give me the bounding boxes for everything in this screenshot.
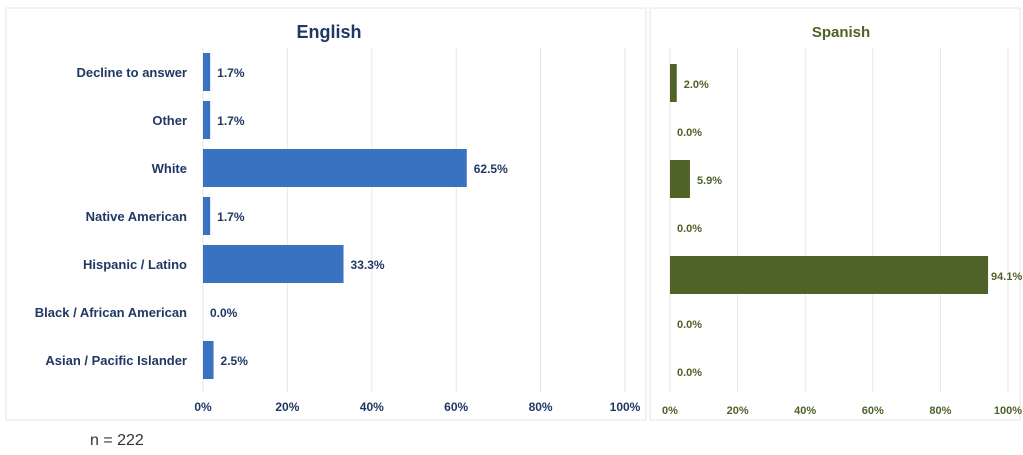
english-x-axis-ticks: 0% 20% 40% 60% 80% 100% [194,400,640,414]
spanish-data-label: 5.9% [697,175,722,187]
spanish-data-label: 0.0% [677,367,702,379]
english-category-label: Native American [86,209,187,224]
spanish-bar [670,64,677,102]
english-data-label: 0.0% [210,306,238,320]
spanish-x-tick-label: 80% [929,405,951,417]
english-x-tick-label: 40% [360,400,384,414]
english-data-label: 1.7% [217,66,245,80]
spanish-data-label: 2.0% [684,79,709,91]
spanish-gridlines [669,48,1009,392]
english-category-labels: Decline to answer Other White Native Americ… [35,65,187,368]
spanish-panel [649,7,1021,421]
spanish-x-axis-ticks: 0% 20% 40% 60% 80% 100% [662,405,1022,417]
english-bars [203,53,467,379]
english-data-label: 62.5% [474,162,508,176]
english-bar [203,149,467,187]
english-x-tick-label: 0% [194,400,212,414]
spanish-x-tick-label: 100% [994,405,1022,417]
spanish-x-tick-label: 0% [662,405,678,417]
english-data-labels: 1.7% 1.7% 62.5% 1.7% 33.3% 0.0% 2.5% [210,66,508,368]
spanish-x-tick-label: 40% [794,405,816,417]
spanish-data-label: 0.0% [677,223,702,235]
english-bar [203,197,211,235]
spanish-bars [670,64,989,294]
english-x-tick-label: 80% [529,400,553,414]
spanish-data-label: 0.0% [677,127,702,139]
english-data-label: 1.7% [217,210,245,224]
spanish-data-label: 0.0% [677,319,702,331]
english-category-label: Other [152,113,187,128]
english-category-label: Hispanic / Latino [83,257,187,272]
spanish-bar [670,256,989,294]
spanish-data-label: 94.1% [991,271,1022,283]
english-data-label: 1.7% [217,114,245,128]
english-category-label: Black / African American [35,305,187,320]
spanish-data-labels: 2.0% 0.0% 5.9% 0.0% 94.1% 0.0% 0.0% [677,79,1022,379]
spanish-chart-title: Spanish [812,24,870,41]
english-bar [203,341,214,379]
english-category-label: White [152,161,187,176]
english-bar [203,101,211,139]
english-x-tick-label: 100% [610,400,641,414]
english-data-label: 33.3% [351,258,385,272]
english-bar [203,53,211,91]
english-chart-title: English [296,22,361,42]
spanish-x-tick-label: 60% [862,405,884,417]
english-bar [203,245,344,283]
spanish-bar [670,160,690,198]
english-data-label: 2.5% [221,354,249,368]
english-category-label: Asian / Pacific Islander [45,353,187,368]
english-category-label: Decline to answer [76,65,187,80]
spanish-x-tick-label: 20% [727,405,749,417]
race-ethnicity-charts: English Spanish Decline to answer Other Wh… [5,7,1022,421]
english-x-tick-label: 60% [444,400,468,414]
english-x-tick-label: 20% [275,400,299,414]
sample-size-note: n = 222 [90,432,144,449]
english-panel [5,7,647,421]
